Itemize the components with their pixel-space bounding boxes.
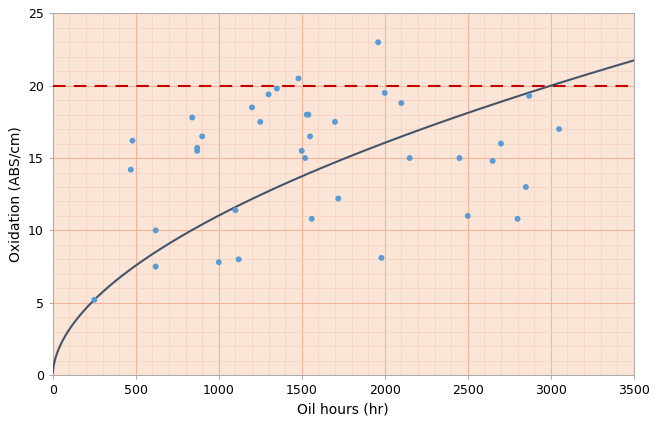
Point	[213, 259, 224, 266]
X-axis label: Oil hours (hr): Oil hours (hr)	[297, 402, 389, 416]
Point	[376, 255, 387, 261]
Point	[151, 263, 161, 270]
Point	[126, 166, 136, 173]
Point	[463, 212, 473, 219]
Point	[301, 111, 312, 118]
Point	[255, 119, 266, 125]
Point	[330, 119, 340, 125]
Y-axis label: Oxidation (ABS/cm): Oxidation (ABS/cm)	[9, 126, 22, 262]
Point	[197, 133, 207, 140]
Point	[297, 147, 307, 154]
Point	[520, 184, 531, 190]
Point	[554, 126, 565, 133]
Point	[187, 114, 197, 121]
Point	[303, 111, 314, 118]
Point	[495, 140, 506, 147]
Point	[127, 137, 138, 144]
Point	[234, 256, 244, 263]
Point	[151, 227, 161, 234]
Point	[333, 195, 343, 202]
Point	[247, 104, 257, 111]
Point	[524, 92, 534, 99]
Point	[272, 85, 282, 92]
Point	[300, 155, 311, 162]
Point	[192, 144, 203, 151]
Point	[293, 75, 304, 82]
Point	[513, 215, 523, 222]
Point	[405, 155, 415, 162]
Point	[230, 207, 241, 213]
Point	[454, 155, 465, 162]
Point	[89, 297, 99, 303]
Point	[192, 147, 203, 154]
Point	[380, 90, 390, 96]
Point	[263, 91, 274, 98]
Point	[373, 39, 384, 45]
Point	[305, 133, 315, 140]
Point	[307, 215, 317, 222]
Point	[396, 99, 407, 106]
Point	[488, 158, 498, 164]
